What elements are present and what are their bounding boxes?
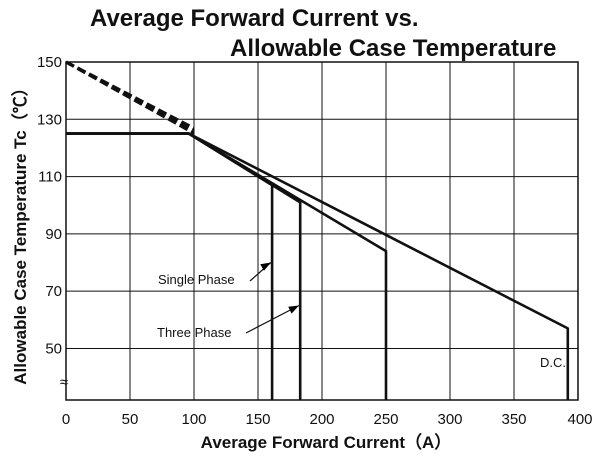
y-tick-label: 130: [37, 111, 62, 128]
three-phase-label: Three Phase: [157, 325, 231, 340]
single-phase-arrowhead: [260, 262, 271, 271]
x-tick-label: 0: [62, 411, 70, 428]
axis-break-mark: ≈: [60, 374, 68, 391]
series-3-curve: [66, 132, 388, 400]
y-tick-label: 90: [45, 226, 62, 243]
chart-title-line2: Allowable Case Temperature: [230, 35, 556, 62]
grid: [66, 62, 578, 400]
plot-frame: [65, 61, 579, 401]
chart-title-line1: Average Forward Current vs.: [90, 5, 419, 32]
extrapolation-layer: [65, 60, 195, 135]
x-tick-label: 300: [437, 411, 462, 428]
x-tick-label: 350: [501, 411, 526, 428]
x-tick-label: 150: [245, 411, 270, 428]
x-tick-label: 250: [373, 411, 398, 428]
y-tick-label: 110: [38, 169, 62, 186]
extrapolation-dashed-line: [65, 60, 195, 135]
x-tick-label: 50: [122, 411, 139, 428]
y-tick-label: 50: [45, 340, 62, 357]
three-phase-arrowhead: [288, 305, 299, 314]
y-tick-label: 70: [45, 283, 62, 300]
single-phase-label: Single Phase: [158, 272, 235, 287]
x-tick-label: 100: [181, 411, 206, 428]
dc-label: D.C.: [540, 355, 566, 370]
tick-layer: 0 50 100 150 200 250 300 350 400 150 130 110 90 70 50 ≈: [37, 54, 593, 428]
series-layer: [66, 132, 570, 400]
annotation-layer: Single Phase Three Phase D.C.: [157, 262, 566, 370]
y-axis-label: Allowable Case Temperature Tc（℃）: [10, 79, 30, 384]
d-c-curve: [66, 132, 570, 400]
x-axis-label: Average Forward Current（A）: [201, 432, 452, 452]
x-tick-label: 400: [567, 411, 592, 428]
y-tick-label: 150: [37, 54, 62, 71]
single-phase-curve: [66, 132, 274, 400]
x-tick-label: 200: [309, 411, 334, 428]
